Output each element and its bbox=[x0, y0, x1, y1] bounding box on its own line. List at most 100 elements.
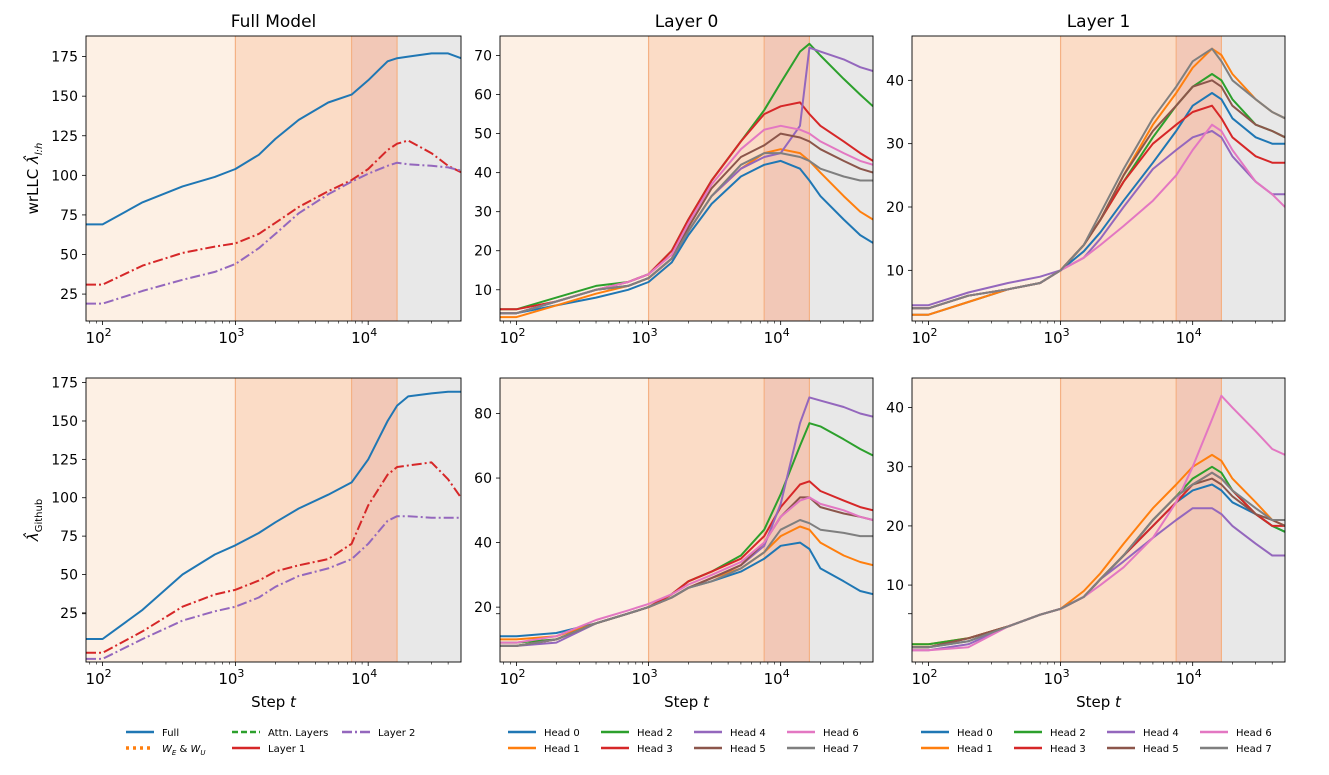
legend-label: Layer 2 bbox=[378, 728, 415, 739]
y-tick-label: 50 bbox=[60, 567, 78, 583]
y-tick-label: 75 bbox=[60, 529, 78, 545]
legend-label: Head 7 bbox=[823, 744, 859, 755]
axes-frame bbox=[911, 377, 1286, 663]
y-tick-label: 40 bbox=[886, 401, 904, 417]
legend-heads-1: Head 0 Head 1 Head 2 Head 3 Head 4 Head 5 Head… bbox=[508, 728, 859, 755]
x-tick-label: 102 bbox=[86, 326, 112, 347]
y-tick-label: 40 bbox=[474, 536, 492, 552]
y-tick-label: 20 bbox=[886, 200, 904, 216]
y-tick-label: 10 bbox=[886, 263, 904, 279]
panel-2: 102 103 104 10 20 30 40 Layer 1 bbox=[886, 12, 1286, 347]
legend-label: Attn. Layers bbox=[268, 728, 328, 739]
stage-band bbox=[500, 378, 649, 662]
stage-band bbox=[86, 36, 236, 321]
stage-band bbox=[912, 378, 1061, 662]
series-line-head-6 bbox=[500, 496, 873, 644]
y-tick-label: 150 bbox=[51, 414, 78, 430]
panel-1: 102 103 104 10 20 30 40 50 60 70 Layer 0 bbox=[474, 12, 874, 347]
stage-band bbox=[1176, 378, 1222, 662]
x-tick-label: 103 bbox=[1044, 326, 1070, 347]
series-line-head-1 bbox=[912, 47, 1285, 316]
legend-label: Head 5 bbox=[1143, 744, 1179, 755]
series-line-head-0 bbox=[500, 159, 873, 315]
x-tick-label: 102 bbox=[499, 326, 525, 347]
series-line-head-7 bbox=[500, 519, 873, 647]
legend-heads-2: Head 0 Head 1 Head 2 Head 3 Head 4 Head 5 Head… bbox=[921, 728, 1272, 755]
x-tick-label: 103 bbox=[632, 326, 658, 347]
y-tick-label: 125 bbox=[51, 129, 78, 145]
legend-label: Head 3 bbox=[1050, 744, 1086, 755]
stage-band bbox=[351, 36, 398, 321]
stage-band bbox=[809, 378, 873, 662]
axes-frame bbox=[85, 377, 462, 663]
stage-band bbox=[500, 36, 649, 321]
y-tick-label: 75 bbox=[60, 208, 78, 224]
x-tick-label: 104 bbox=[351, 326, 377, 347]
legend-label: Head 2 bbox=[637, 728, 673, 739]
x-tick-label: 104 bbox=[764, 667, 790, 688]
series-line-head-7 bbox=[912, 471, 1285, 649]
panel-title: Layer 0 bbox=[655, 12, 719, 32]
x-tick-label: 102 bbox=[86, 667, 112, 688]
series-line-layer-1 bbox=[86, 461, 461, 654]
series-line-full bbox=[86, 390, 461, 640]
y-tick-label: 60 bbox=[474, 471, 492, 487]
panel-title: Full Model bbox=[231, 12, 317, 32]
y-tick-label: 150 bbox=[51, 89, 78, 105]
x-tick-label: 103 bbox=[632, 667, 658, 688]
x-tick-label: 103 bbox=[218, 326, 244, 347]
y-tick-label: 40 bbox=[474, 166, 492, 182]
y-tick-label: 30 bbox=[886, 460, 904, 476]
series-line-layer-2 bbox=[86, 515, 461, 660]
stage-band bbox=[397, 36, 461, 321]
y-tick-label: 60 bbox=[474, 88, 492, 104]
series-line-full bbox=[86, 52, 461, 226]
legend-label: Head 1 bbox=[957, 744, 993, 755]
legend-label: Head 4 bbox=[1143, 728, 1179, 739]
legend-label: Head 5 bbox=[730, 744, 766, 755]
series-line-head-7 bbox=[912, 47, 1285, 310]
y-tick-label: 30 bbox=[474, 205, 492, 221]
stage-band bbox=[235, 36, 352, 321]
legend-label: Head 0 bbox=[544, 728, 580, 739]
y-tick-label: 20 bbox=[474, 600, 492, 616]
legend-full-model: Full WE & WU Attn. Layers Layer 1 Layer 2 bbox=[126, 728, 415, 757]
stage-band bbox=[764, 36, 810, 321]
stage-band bbox=[351, 378, 398, 662]
x-tick-label: 102 bbox=[911, 667, 937, 688]
x-axis-label: Step t bbox=[1076, 693, 1122, 711]
legend-label: Head 4 bbox=[730, 728, 766, 739]
x-tick-label: 102 bbox=[911, 326, 937, 347]
axes-frame bbox=[85, 35, 462, 322]
stage-band bbox=[1176, 36, 1222, 321]
y-tick-label: 25 bbox=[60, 287, 78, 303]
stage-band bbox=[397, 378, 461, 662]
legend-label: Head 0 bbox=[957, 728, 993, 739]
y-tick-label: 20 bbox=[886, 519, 904, 535]
y-axis-label: wrLLC λ̂l:h bbox=[22, 143, 45, 215]
series-line-layer-2 bbox=[86, 161, 461, 305]
x-tick-label: 102 bbox=[499, 667, 525, 688]
series-line-layer-1 bbox=[86, 139, 461, 286]
y-tick-label: 100 bbox=[51, 491, 78, 507]
legend-label: Head 6 bbox=[823, 728, 859, 739]
legend-label: Head 2 bbox=[1050, 728, 1086, 739]
stage-band bbox=[235, 378, 352, 662]
y-tick-label: 175 bbox=[51, 50, 78, 66]
panel-4: 102 103 104 20 40 60 80 Step t bbox=[474, 377, 874, 711]
panel-3: 102 103 104 25 50 75 100 125 150 175 Step t λ̂Githu… bbox=[22, 376, 462, 711]
axes-frame bbox=[499, 35, 874, 322]
y-axis-label: λ̂Github bbox=[22, 499, 45, 542]
x-tick-label: 103 bbox=[1044, 667, 1070, 688]
y-tick-label: 70 bbox=[474, 49, 492, 65]
y-tick-label: 30 bbox=[886, 137, 904, 153]
x-tick-label: 103 bbox=[218, 667, 244, 688]
y-tick-label: 80 bbox=[474, 407, 492, 423]
axes-frame bbox=[911, 35, 1286, 322]
legend-label: WE & WU bbox=[162, 744, 206, 757]
y-tick-label: 50 bbox=[60, 248, 78, 264]
x-tick-label: 104 bbox=[1176, 667, 1202, 688]
axes-frame bbox=[499, 377, 874, 663]
y-tick-label: 10 bbox=[474, 283, 492, 299]
y-tick-label: 100 bbox=[51, 168, 78, 184]
